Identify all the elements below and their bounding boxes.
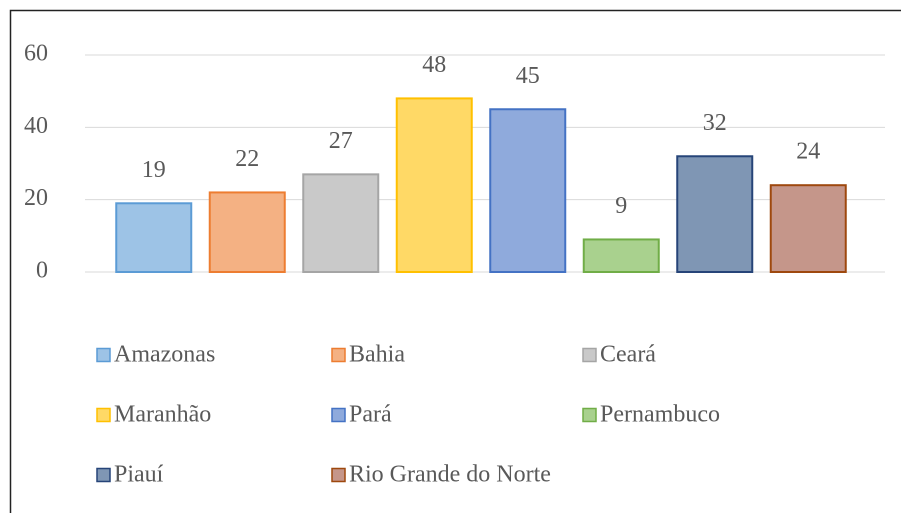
data-label: 22 (235, 146, 259, 172)
data-label: 27 (329, 128, 353, 154)
legend-label: Rio Grande do Norte (349, 462, 551, 488)
legend-swatch (331, 407, 346, 423)
bar (302, 173, 380, 274)
data-label: 19 (142, 157, 166, 183)
y-tick-label: 60 (24, 41, 48, 67)
data-label: 45 (516, 63, 540, 89)
legend-label: Amazonas (114, 342, 215, 368)
data-label: 9 (615, 193, 627, 219)
legend-label: Bahia (349, 342, 405, 368)
legend-swatch (331, 347, 346, 363)
y-tick-label: 40 (24, 113, 48, 139)
legend-label: Ceará (600, 342, 656, 368)
legend-swatch (582, 407, 597, 423)
legend-label: Maranhão (114, 402, 211, 428)
bar (208, 191, 286, 273)
data-label: 48 (422, 52, 446, 78)
y-tick-label: 0 (36, 258, 48, 284)
legend-swatch (331, 467, 346, 483)
legend-label: Piauí (114, 462, 164, 488)
legend-swatch (96, 407, 111, 423)
legend-label: Pará (349, 402, 392, 428)
data-label: 24 (796, 139, 820, 165)
bar (489, 108, 567, 273)
bar (395, 97, 473, 274)
bar (769, 184, 847, 273)
data-label: 32 (703, 110, 727, 136)
legend-label: Pernambuco (600, 402, 720, 428)
bar (115, 202, 193, 274)
legend-swatch (96, 467, 111, 483)
bar (676, 155, 754, 273)
legend-swatch (96, 347, 111, 363)
legend-swatch (582, 347, 597, 363)
y-tick-label: 20 (24, 185, 48, 211)
bar (582, 238, 660, 273)
